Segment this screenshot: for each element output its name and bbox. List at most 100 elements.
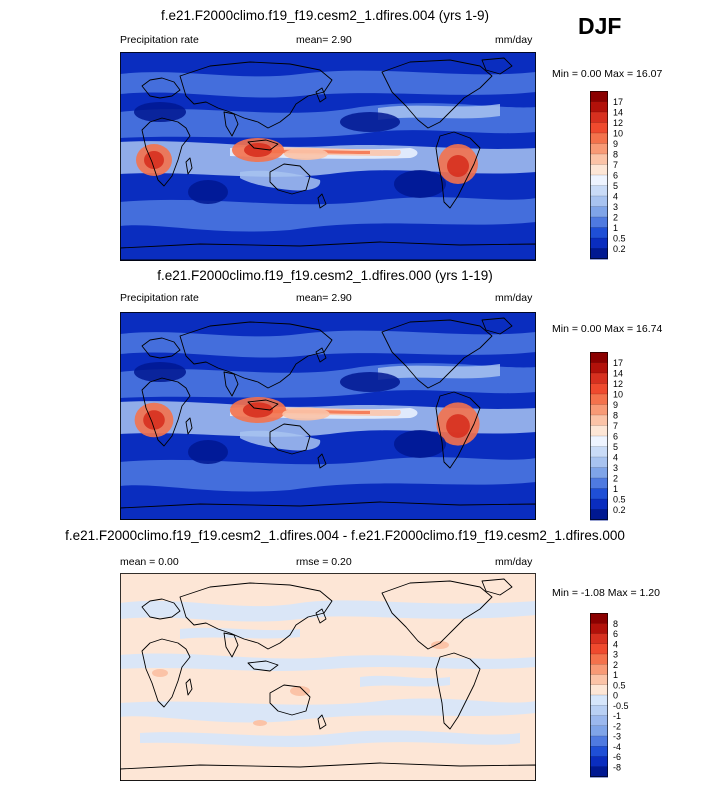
- colorbar-label: 17: [613, 97, 623, 107]
- west-pacific-wet: [282, 407, 330, 421]
- colorbar-box: [590, 122, 608, 134]
- maritime-core: [244, 143, 272, 157]
- colorbar-label: 0.5: [613, 495, 626, 505]
- maritime-core: [242, 402, 274, 418]
- colorbar-box: [590, 664, 608, 675]
- coastline-asia: [179, 321, 333, 389]
- coastline-antarctica: [120, 241, 536, 261]
- colorbar-box: [590, 101, 608, 113]
- map-frame: [120, 573, 536, 781]
- colorbar-label: 1: [613, 670, 618, 680]
- colorbar-box: [590, 695, 608, 706]
- colorbar-box: [590, 488, 608, 500]
- colorbar-label: 0.2: [613, 244, 626, 254]
- colorbar-box: [590, 133, 608, 144]
- colorbar-box: [590, 715, 608, 727]
- colorbar-box: [590, 746, 608, 757]
- colorbar-label: 2: [613, 474, 618, 484]
- colorbar-box: [590, 227, 608, 239]
- amazon-core: [447, 155, 469, 177]
- coastline-namerica: [381, 319, 493, 389]
- colorbar-box: [590, 91, 608, 102]
- coastline-antarctica: [120, 501, 536, 520]
- spcz: [240, 170, 321, 191]
- colorbar-box: [590, 684, 608, 696]
- colorbar-box: [590, 623, 608, 634]
- coastline-japan: [315, 608, 327, 624]
- colorbar-label: 0.5: [613, 234, 626, 244]
- panel-minmax-middle: Min = 0.00 Max = 16.74: [552, 323, 663, 335]
- coastline-australia: [269, 684, 311, 716]
- amazon-core: [446, 414, 470, 438]
- colorbar-label: -0.5: [613, 701, 629, 711]
- positive-anomaly-2: [431, 641, 449, 649]
- coastline-africa: [141, 638, 191, 708]
- panel-units-top: mm/day: [495, 34, 533, 46]
- panel-title-top: f.e21.F2000climo.f19_f19.cesm2_1.dfires.…: [161, 8, 489, 23]
- panel-units-bottom: mm/day: [495, 556, 533, 568]
- panel-units-middle: mm/day: [495, 292, 533, 304]
- storm-track-north: [120, 70, 536, 98]
- coastline-india: [223, 632, 239, 658]
- ne-pacific-dry: [340, 372, 400, 392]
- colorbar-label: 8: [613, 411, 618, 421]
- pacific-track: [378, 104, 500, 120]
- se-pacific-dry: [394, 430, 446, 458]
- coastline-madagascar: [185, 417, 193, 435]
- colorbar-label: 5: [613, 181, 618, 191]
- colorbar-box: [590, 756, 608, 768]
- tropical-band: [120, 141, 536, 177]
- sahara-dry: [134, 362, 186, 382]
- panel-minmax-top: Min = 0.00 Max = 16.07: [552, 68, 663, 80]
- colorbar-box: [590, 725, 608, 737]
- colorbar-box: [590, 196, 608, 207]
- map-frame: [120, 52, 536, 261]
- colorbar-label: -6: [613, 752, 621, 762]
- coastline-indonesia: [247, 399, 279, 411]
- colorbar-label: 4: [613, 453, 618, 463]
- positive-anomaly-1: [152, 669, 168, 677]
- colorbar-label: 3: [613, 463, 618, 473]
- ne-pacific-dry: [340, 112, 400, 132]
- colorbar-box: [590, 499, 608, 510]
- colorbar-label: 12: [613, 118, 623, 128]
- colorbar-box: [590, 436, 608, 447]
- coastline-nz: [317, 714, 327, 730]
- colorbar-box: [590, 736, 608, 747]
- pacific-track: [378, 364, 500, 380]
- coastline-namerica: [381, 59, 493, 129]
- colorbar-box: [590, 404, 608, 416]
- coastline-nz: [317, 193, 327, 209]
- diff-map-bottom: [120, 573, 536, 781]
- colorbar-label: 4: [613, 192, 618, 202]
- colorbar-label: 3: [613, 650, 618, 660]
- colorbar-box: [590, 112, 608, 123]
- coastline-antarctica: [120, 762, 536, 781]
- colorbar-box: [590, 362, 608, 374]
- storm-track-south: [120, 457, 536, 492]
- coastline-australia: [269, 423, 311, 455]
- storm-track-north: [120, 330, 536, 358]
- map-frame: [120, 312, 536, 520]
- colorbar-label: 10: [613, 390, 623, 400]
- colorbar-label: 0.2: [613, 505, 626, 515]
- coastline-samerica: [435, 652, 481, 730]
- colorbar-box: [590, 643, 608, 655]
- precip-map-middle: [120, 312, 536, 520]
- colorbar-box: [590, 352, 608, 363]
- colorbar-label: 0.5: [613, 680, 626, 690]
- colorbar-label: 7: [613, 421, 618, 431]
- coastline-japan: [315, 87, 327, 103]
- coastline-greenland: [481, 317, 513, 335]
- colorbar-box: [590, 446, 608, 458]
- storm-track-south: [120, 197, 536, 232]
- colorbar-box: [590, 674, 608, 686]
- coastline-africa: [141, 377, 191, 447]
- panel-left-label-bottom: mean = 0.00: [120, 556, 179, 568]
- colorbar-label: 10: [613, 129, 623, 139]
- panel-left-label-top: Precipitation rate: [120, 34, 199, 46]
- panel-minmax-bottom: Min = -1.08 Max = 1.20: [552, 587, 660, 599]
